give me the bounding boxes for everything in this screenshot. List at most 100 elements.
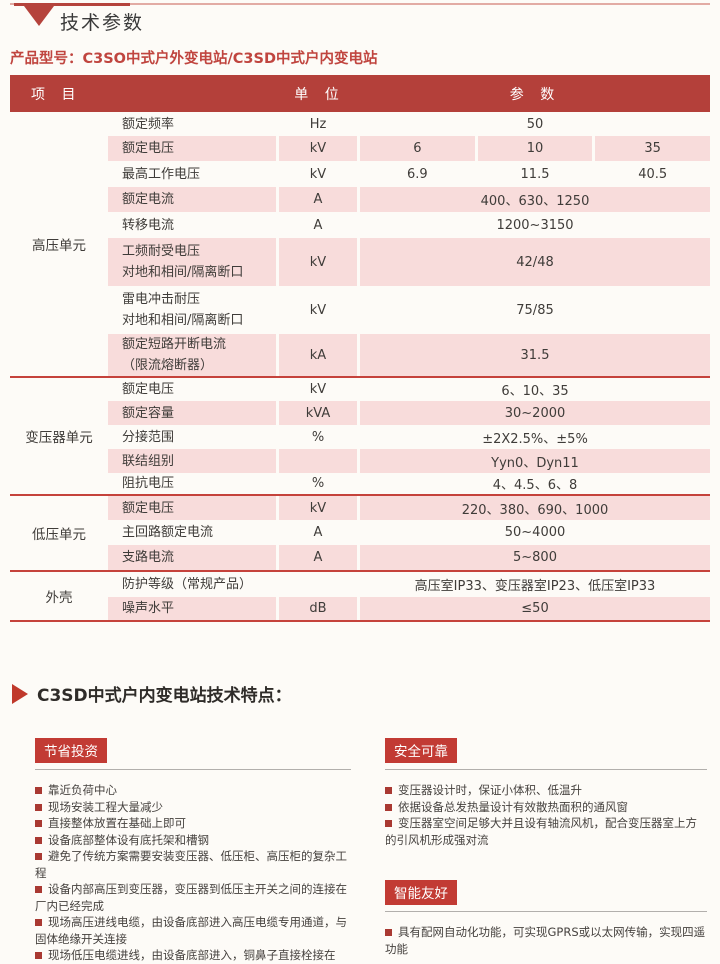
table-row: 额定电压 kV 220、380、690、1000	[108, 496, 710, 520]
bullet-text: 靠近负荷中心	[48, 783, 117, 797]
bullet-list: 变压器设计时，保证小体积、低温升依据设备总发热量设计有效散热面积的通风窗变压器室…	[385, 782, 707, 848]
param-cell: 6.9	[406, 166, 428, 182]
item-cell: 额定电压	[108, 378, 279, 401]
unit-cell: kV	[279, 238, 360, 286]
bullet-text: 现场低压电缆进线，由设备底部进入，铜鼻子直接栓接在	[48, 948, 336, 962]
table-row: 阻抗电压% 4、4.5、6、8	[108, 473, 710, 494]
item-line: 联结组别	[122, 453, 175, 469]
feature-section: 智能友好具有配网自动化功能，可实现GPRS或以太网传输，实现四遥功能	[385, 880, 707, 957]
top-rule	[10, 3, 710, 5]
param-cell: 高压室IP33、变压器室IP23、低压室IP33	[414, 579, 656, 594]
column-header-param: 参 数	[509, 86, 561, 103]
product-model-line: 产品型号：C3SO中式户外变电站/C3SD中式户内变电站	[10, 51, 378, 67]
item-cell: 防护等级（常规产品）	[108, 572, 279, 597]
table-row: 额定电流 A 400、630、1250	[108, 187, 710, 212]
item-cell: 阻抗电压	[108, 473, 279, 494]
column-header-unit: 单 位	[294, 86, 345, 103]
param-cell: Yyn0、Dyn11	[360, 449, 710, 473]
bullet-text: 变压器室空间足够大并且设有轴流风机，配合变压器室上方的引风机形成强对流	[385, 816, 697, 847]
param-cells: 30~2000	[360, 401, 710, 425]
item-cell: 最高工作电压	[108, 161, 279, 187]
bullet-item: 现场低压电缆进线，由设备底部进入，铜鼻子直接栓接在	[35, 947, 351, 964]
unit-cell: Hz	[279, 112, 360, 136]
item-line: 额定电流	[122, 192, 175, 207]
table-row: 主回路额定电流 A 50~4000	[108, 520, 710, 545]
param-cell: ±2X2.5%、±5%	[482, 431, 588, 447]
table-group: 变压器单元 额定电压 kV 6、10、35 额定容量 kVA 30~2000 分接范围% ±2X…	[10, 378, 710, 494]
bullet-text: 变压器设计时，保证小体积、低温升	[398, 783, 582, 797]
table-row: 最高工作电压 kV 6.9 11.5 40.5	[108, 161, 710, 187]
item-line: 额定频率	[122, 116, 175, 132]
table-row: 噪声水平 dB ≤50	[108, 597, 710, 620]
feature-badge: 安全可靠	[385, 738, 457, 763]
param-cell: 75/85	[516, 302, 554, 318]
unit-cell: %	[279, 473, 360, 494]
square-bullet-icon	[35, 919, 42, 926]
param-cell: 10	[477, 136, 593, 161]
param-cells: 1200~3150	[360, 212, 710, 238]
unit-cell: kV	[279, 496, 360, 520]
top-rule-accent	[14, 3, 130, 6]
item-line: 额定电压	[122, 382, 175, 397]
bullet-item: 依据设备总发热量设计有效散热面积的通风窗	[385, 799, 707, 816]
param-cells: ±2X2.5%、±5%	[360, 425, 710, 449]
badge-row: 节省投资	[35, 738, 351, 770]
bullet-text: 具有配网自动化功能，可实现GPRS或以太网传输，实现四遥功能	[385, 925, 706, 956]
param-cells: 42/48	[360, 238, 710, 286]
unit-cell: A	[279, 187, 360, 212]
item-cell: 工频耐受电压 对地和相间/隔离断口	[108, 238, 279, 286]
bullet-text: 现场安装工程大量减少	[48, 799, 163, 814]
table-row: 额定短路开断电流 （限流熔断器） kA 31.5	[108, 334, 710, 376]
page-title: 技术参数	[60, 12, 145, 34]
badge-row: 安全可靠	[385, 738, 707, 770]
unit-cell: A	[279, 545, 360, 570]
table-group: 低压单元 额定电压 kV 220、380、690、1000 主回路额定电流 A 50~400…	[10, 496, 710, 570]
param-cell: 1200~3150	[496, 217, 574, 233]
table-row: 联结组别 Yyn0、Dyn11	[108, 449, 710, 473]
param-cell: 4、4.5、6、8	[492, 478, 578, 493]
features-right-column: 安全可靠变压器设计时，保证小体积、低温升依据设备总发热量设计有效散热面积的通风窗…	[385, 738, 707, 957]
item-line: 额定容量	[122, 405, 175, 421]
bullet-item: 变压器室空间足够大并且设有轴流风机，配合变压器室上方的引风机形成强对流	[385, 815, 707, 848]
bullet-item: 直接整体放置在基础上即可	[35, 815, 351, 832]
table-divider	[10, 494, 710, 496]
param-cell: ≤50	[360, 597, 710, 620]
table-row: 防护等级（常规产品） 高压室IP33、变压器室IP23、低压室IP33	[108, 572, 710, 597]
param-cells: 50	[360, 112, 710, 136]
unit-cell: A	[279, 520, 360, 545]
feature-section: 安全可靠变压器设计时，保证小体积、低温升依据设备总发热量设计有效散热面积的通风窗…	[385, 738, 707, 848]
param-cells: 6、10、35	[360, 378, 710, 401]
square-bullet-icon	[35, 952, 42, 959]
item-line: 主回路额定电流	[122, 525, 214, 540]
table-body: 高压单元 额定频率 Hz 50 额定电压 kV 6 10 35 最高工作电压 kV 6.9 11.5 40…	[10, 112, 711, 622]
item-cell: 联结组别	[108, 449, 279, 473]
feature-badge: 智能友好	[385, 880, 457, 905]
table-divider	[10, 376, 710, 378]
unit-cell: A	[279, 212, 360, 238]
item-line: 工频耐受电压	[122, 244, 201, 259]
item-line: 噪声水平	[122, 601, 175, 616]
unit-cell: %	[279, 425, 360, 449]
item-cell: 支路电流	[108, 545, 279, 570]
param-cell: 50~4000	[504, 525, 566, 540]
bullet-item: 现场高压进线电缆，由设备底部进入高压电缆专用通道，与固体绝缘开关连接	[35, 914, 351, 947]
param-cell: 50	[526, 116, 544, 132]
unit-cell: kV	[279, 286, 360, 334]
feature-badge: 节省投资	[35, 738, 107, 763]
square-bullet-icon	[385, 803, 392, 811]
item-cell: 额定电流	[108, 187, 279, 212]
item-cell: 雷电冲击耐压 对地和相间/隔离断口	[108, 286, 279, 334]
table-row: 额定频率 Hz 50	[108, 112, 710, 136]
param-cell: 6	[360, 136, 475, 161]
table-row: 工频耐受电压 对地和相间/隔离断口 kV 42/48	[108, 238, 710, 286]
bullet-list: 具有配网自动化功能，可实现GPRS或以太网传输，实现四遥功能	[385, 924, 707, 957]
item-cell: 额定短路开断电流 （限流熔断器）	[108, 334, 279, 376]
catalog-page: 技术参数 产品型号：C3SO中式户外变电站/C3SD中式户内变电站 项 目 单 …	[10, 3, 711, 962]
bullet-text: 避免了传统方案需要安装变压器、低压柜、高压柜的复杂工程	[35, 849, 347, 880]
bullet-item: 变压器设计时，保证小体积、低温升	[385, 782, 707, 799]
group-rows: 防护等级（常规产品） 高压室IP33、变压器室IP23、低压室IP33 噪声水平 dB…	[108, 572, 710, 620]
square-bullet-icon	[385, 929, 392, 936]
square-bullet-icon	[385, 820, 392, 827]
bullet-text: 依据设备总发热量设计有效散热面积的通风窗	[398, 799, 628, 814]
table-row: 分接范围% ±2X2.5%、±5%	[108, 425, 710, 449]
